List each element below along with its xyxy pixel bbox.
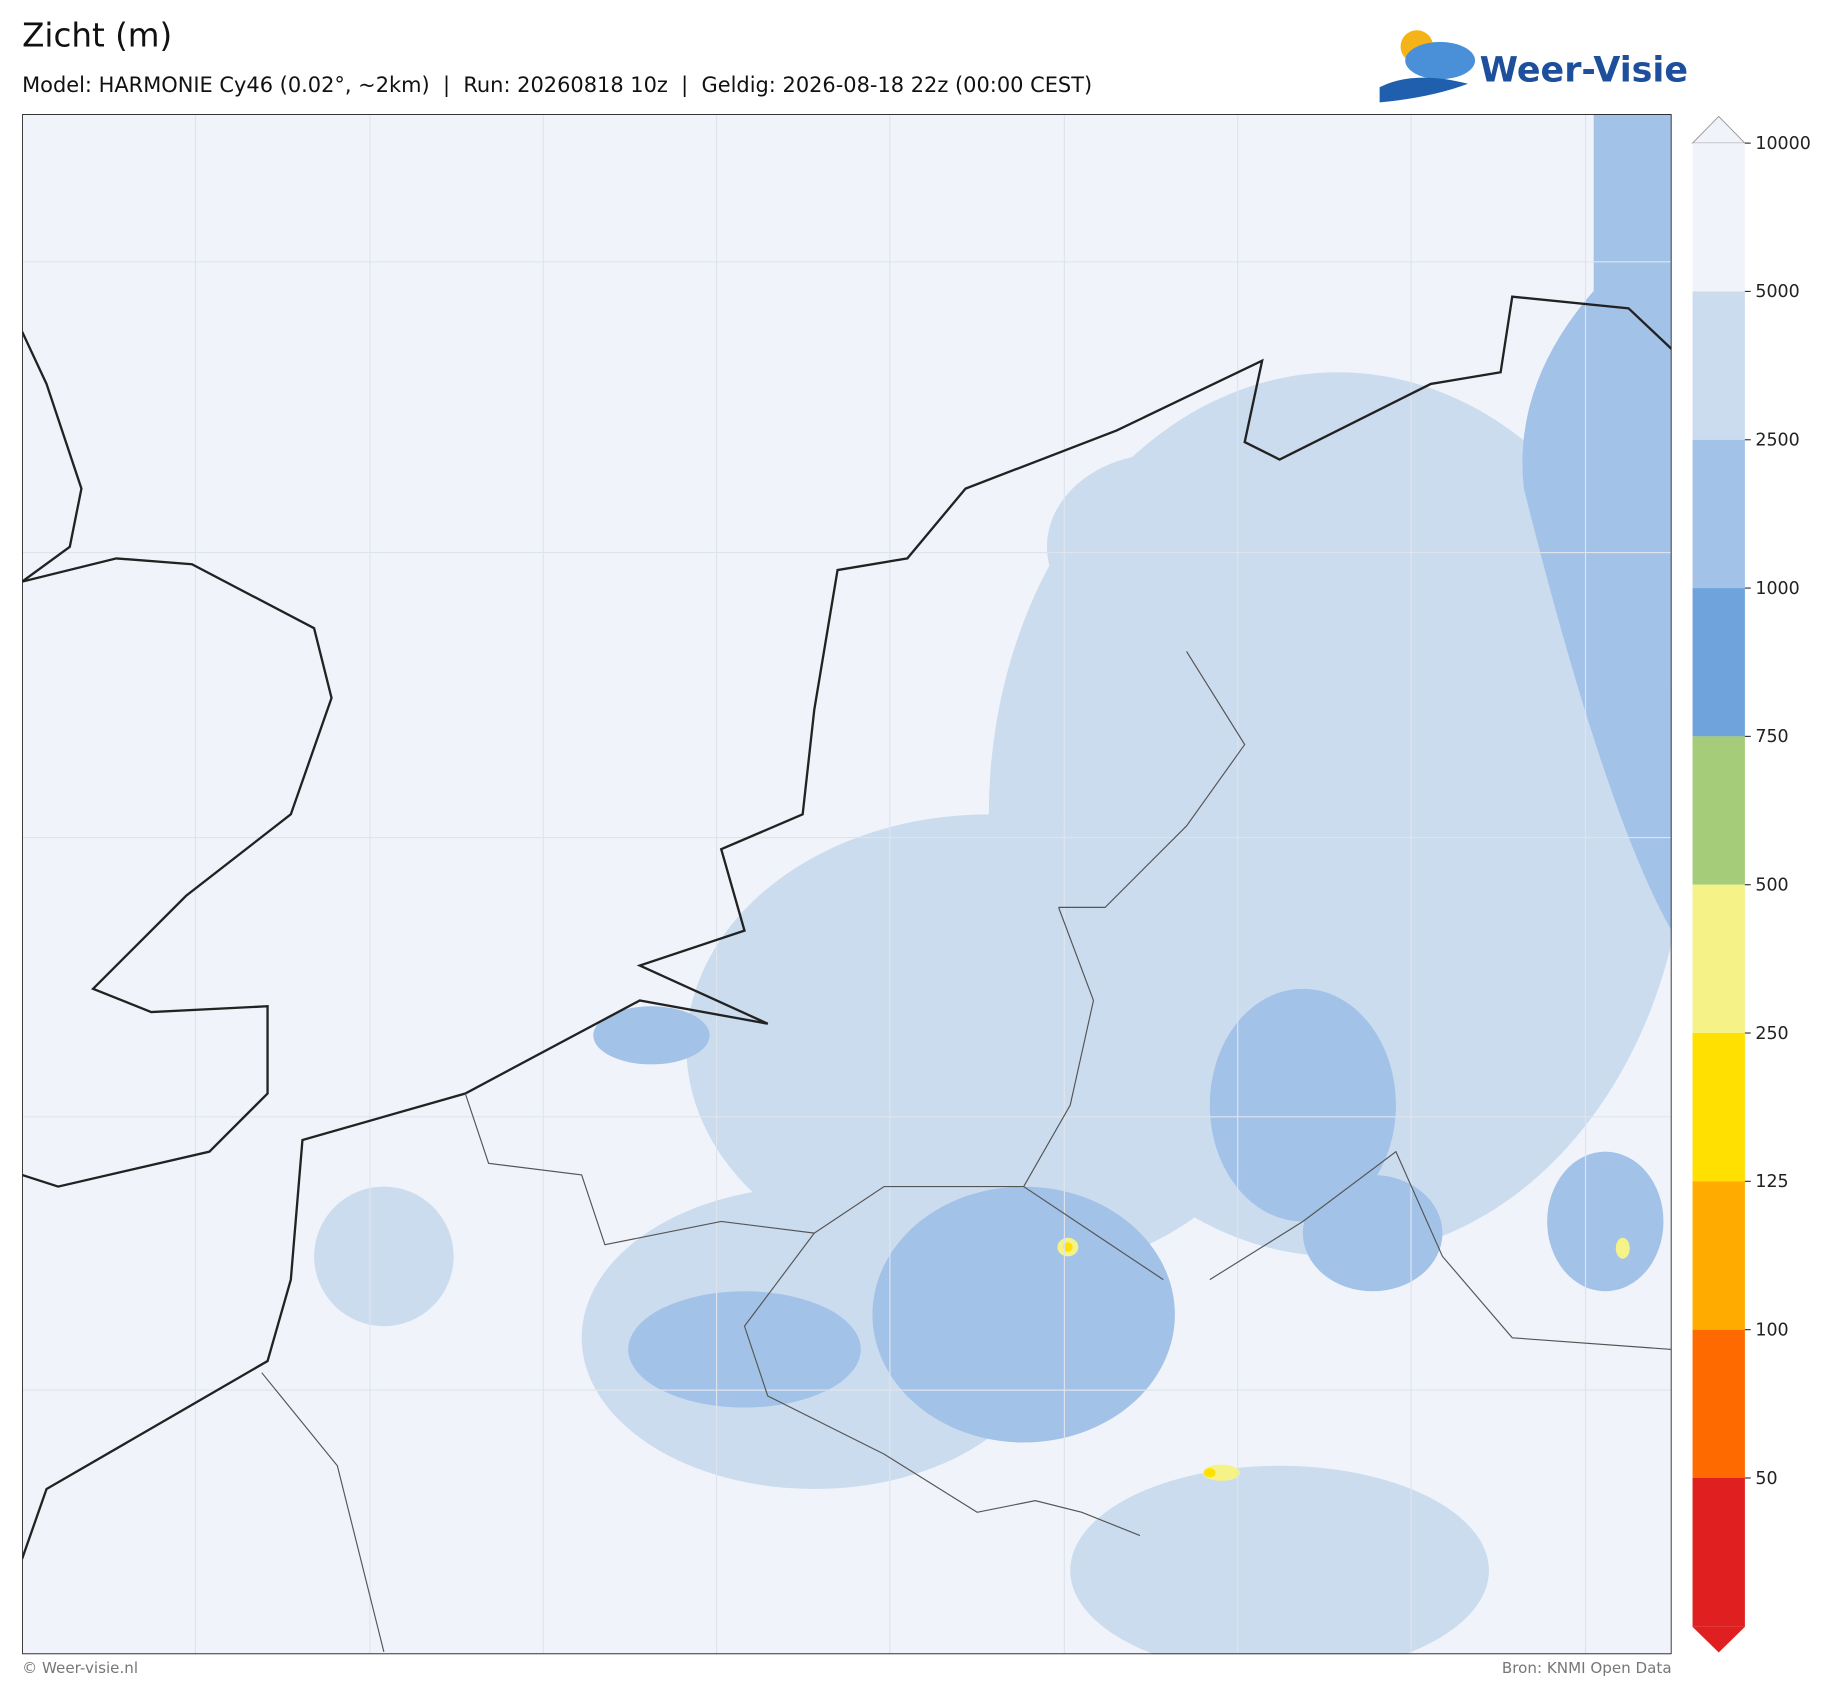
colorbar-band [1692,143,1745,292]
map [22,114,1672,1655]
colorbar-band [1692,1329,1745,1478]
colorbar-band [1692,291,1745,440]
colorbar-band [1692,1033,1745,1182]
colorbar-band [1692,439,1745,589]
footer-right: Bron: KNMI Open Data [1502,1659,1672,1677]
logo: Weer-Visie [1379,30,1688,103]
colorbar-label: 100 [1755,1320,1788,1340]
colorbar-arrow-top [1691,115,1747,144]
footer-left: © Weer-visie.nl [22,1659,138,1677]
colorbar-label: 125 [1755,1172,1788,1192]
title: Zicht (m) [22,17,172,55]
colorbar-label: 50 [1755,1469,1777,1489]
colorbar-label: 750 [1755,727,1788,747]
colorbar-band [1692,884,1745,1034]
colorbar-label: 10000 [1755,134,1810,154]
colorbar-band [1692,588,1745,737]
colorbar-label: 250 [1755,1024,1788,1044]
colorbar-label: 2500 [1755,431,1799,451]
colorbar-label: 5000 [1755,282,1799,302]
colorbar-arrow-bottom [1692,1626,1745,1653]
colorbar-band [1692,1477,1745,1627]
colorbar-band [1692,1181,1745,1330]
colorbar: 10000 5000 2500 1000 750 500 250 125 100 50 [1691,115,1811,1653]
colorbar-label: 500 [1755,876,1788,896]
colorbar-band [1692,736,1745,885]
subtitle: Model: HARMONIE Cy46 (0.02°, ~2km) | Run… [22,73,1092,98]
colorbar-label: 1000 [1755,579,1799,599]
logo-text: Weer-Visie [1480,50,1688,90]
